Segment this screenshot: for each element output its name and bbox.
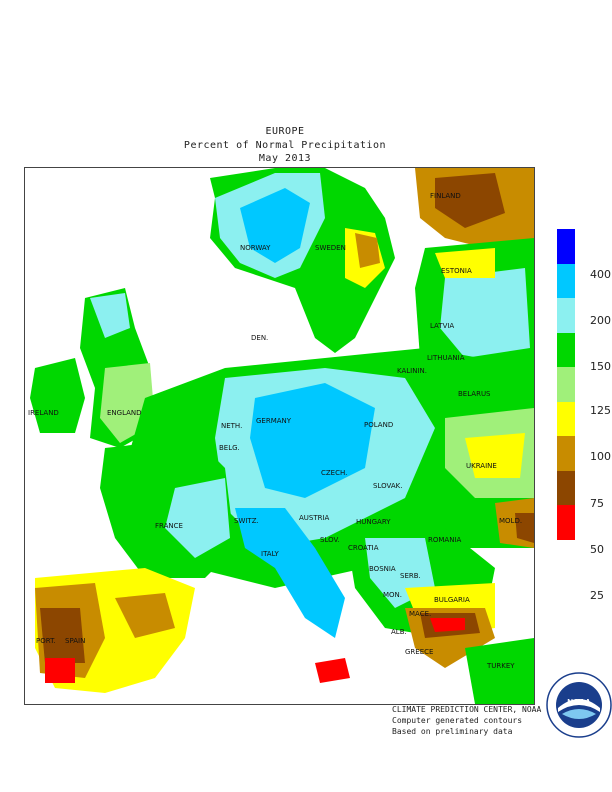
- precipitation-map: NORWAY SWEDEN FINLAND ESTONIA LATVIA LIT…: [24, 167, 535, 705]
- label-finland: FINLAND: [430, 192, 461, 200]
- label-ireland: IRELAND: [28, 409, 59, 417]
- label-den: DEN.: [251, 334, 268, 342]
- label-belg: BELG.: [219, 444, 240, 452]
- legend-swatch-1: [557, 263, 575, 298]
- sicily: [315, 658, 350, 683]
- legend-level-50: 50: [590, 543, 604, 556]
- label-neth: NETH.: [221, 422, 242, 430]
- label-bosnia: BOSNIA: [369, 565, 396, 573]
- legend-swatch-8: [557, 505, 575, 540]
- map-title: EUROPE: [265, 126, 305, 137]
- baltic-wet: [440, 268, 530, 358]
- label-slovak: SLOVAK.: [373, 482, 402, 490]
- spain-east-dry: [115, 593, 175, 638]
- map-subtitle: Percent of Normal Precipitation: [183, 140, 387, 151]
- finland-core: [435, 173, 505, 228]
- label-mon: MON.: [383, 591, 402, 599]
- label-mold: MOLD.: [499, 517, 522, 525]
- label-germany: GERMANY: [256, 417, 292, 425]
- scotland-wet: [90, 293, 130, 338]
- credit-line-3: Based on preliminary data: [392, 727, 513, 736]
- label-mace: MACE.: [409, 610, 431, 618]
- label-greece: GREECE: [405, 648, 433, 656]
- label-serb: SERB.: [400, 572, 421, 580]
- label-norway: NORWAY: [240, 244, 271, 252]
- credit-line-1: CLIMATE PREDICTION CENTER, NOAA: [392, 705, 542, 714]
- label-kalinin: KALININ.: [397, 367, 427, 375]
- legend-level-100: 100: [590, 450, 611, 463]
- italy-region: [235, 508, 345, 638]
- label-sweden: SWEDEN: [315, 244, 346, 252]
- legend-level-75: 75: [590, 497, 604, 510]
- label-switz: SWITZ.: [234, 517, 259, 525]
- label-czech: CZECH.: [321, 469, 347, 477]
- country-labels: NORWAY SWEDEN FINLAND ESTONIA LATVIA LIT…: [28, 192, 522, 670]
- legend-swatch-6: [557, 436, 575, 471]
- label-england: ENGLAND: [107, 409, 142, 417]
- label-france: FRANCE: [155, 522, 183, 530]
- label-spain: SPAIN: [65, 637, 85, 645]
- label-lithuania: LITHUANIA: [427, 354, 465, 362]
- label-turkey: TURKEY: [486, 662, 515, 670]
- legend-swatch-0: [557, 229, 575, 264]
- central-very-wet: [250, 383, 375, 498]
- sweden-very-dry: [355, 233, 380, 268]
- legend-level-150: 150: [590, 360, 611, 373]
- legend-swatch-4: [557, 367, 575, 402]
- label-croatia: CROATIA: [348, 544, 379, 552]
- france-wet: [165, 478, 230, 558]
- color-legend: [557, 229, 575, 540]
- greece-red: [430, 618, 465, 632]
- legend-swatch-2: [557, 298, 575, 333]
- ukraine-dry: [465, 433, 525, 478]
- iberia-red: [45, 658, 75, 683]
- credit-line-2: Computer generated contours: [392, 716, 523, 725]
- noaa-logo-text: NOAA: [567, 698, 591, 707]
- ireland: [30, 358, 85, 433]
- label-austria: AUSTRIA: [299, 514, 330, 522]
- turkey-region: [465, 638, 534, 704]
- label-poland: POLAND: [364, 421, 393, 429]
- label-estonia: ESTONIA: [441, 267, 472, 275]
- estonia-dry: [435, 248, 495, 278]
- legend-level-200: 200: [590, 314, 611, 327]
- label-hungary: HUNGARY: [356, 518, 391, 526]
- label-bulgaria: BULGARIA: [434, 596, 470, 604]
- label-slov: SLOV.: [320, 536, 340, 544]
- moldova-very-dry: [515, 513, 534, 543]
- land-areas: [30, 168, 534, 704]
- label-belarus: BELARUS: [458, 390, 491, 398]
- noaa-logo: NOAA: [546, 672, 612, 738]
- label-latvia: LATVIA: [430, 322, 454, 330]
- legend-level-125: 125: [590, 404, 611, 417]
- legend-swatch-3: [557, 332, 575, 367]
- iberia-very-dry: [40, 608, 85, 663]
- label-italy: ITALY: [261, 550, 280, 558]
- norway-very-wet: [240, 188, 310, 263]
- label-romania: ROMANIA: [428, 536, 462, 544]
- label-port: PORT.: [36, 637, 56, 645]
- label-ukraine: UKRAINE: [466, 462, 497, 470]
- legend-swatch-7: [557, 470, 575, 505]
- legend-level-400: 400: [590, 268, 611, 281]
- legend-level-25: 25: [590, 589, 604, 602]
- map-date: May 2013: [258, 153, 312, 164]
- legend-swatch-5: [557, 401, 575, 436]
- label-alb: ALB.: [391, 628, 407, 636]
